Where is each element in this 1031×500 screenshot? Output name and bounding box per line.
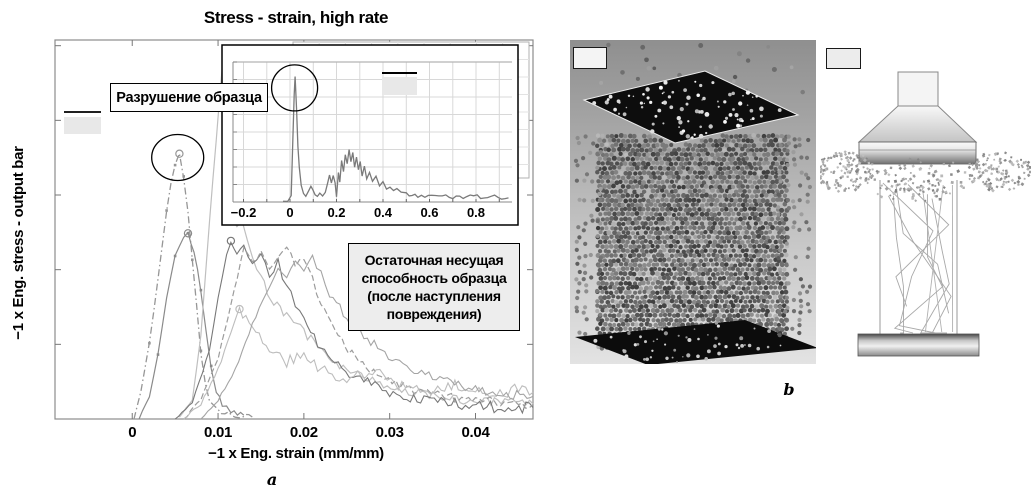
- peak-marker: [183, 229, 193, 238]
- fracture-annotation-circle: [151, 133, 205, 182]
- bottom-plate: [575, 320, 818, 365]
- crack-line: [893, 194, 943, 334]
- series-curve-2: [138, 231, 245, 420]
- point-marker: [156, 353, 160, 356]
- crack-line: [895, 184, 950, 314]
- residual-annotation-text: Остаточная несущая способность образца (…: [361, 251, 507, 323]
- inset-x-tick-label: 0.8: [467, 205, 485, 220]
- crack-line: [892, 195, 905, 334]
- x-tick-label: 0.02: [289, 424, 318, 441]
- fracture-annotation: Разрушение образца: [110, 83, 268, 112]
- series-curve-1: [133, 150, 253, 420]
- impactor-shaft: [897, 71, 939, 107]
- inset-annotation-circle: [270, 64, 319, 112]
- redacted-legend-box: [64, 117, 101, 134]
- peak-marker: [226, 236, 236, 246]
- x-tick-label: 0.04: [461, 424, 490, 441]
- inset-chart: −0.2 0 0.2 0.4 0.6 0.8: [221, 44, 519, 226]
- panel-b-label: b: [783, 380, 795, 399]
- inset-x-tick-label: 0: [286, 205, 293, 220]
- redacted-legend-box: [382, 77, 417, 95]
- point-marker: [199, 288, 203, 292]
- simulation-snapshot: [570, 40, 818, 365]
- particle-simulation: [573, 42, 818, 365]
- impactor-band: [858, 141, 977, 165]
- impactor-cone: [857, 105, 978, 143]
- panel-a-label: a: [266, 470, 278, 489]
- crack-line: [895, 184, 950, 307]
- series-curve-5: [183, 246, 534, 420]
- inset-x-tick-label: 0.4: [374, 205, 393, 220]
- particle-column: [595, 132, 790, 351]
- peak-marker: [235, 304, 244, 314]
- x-axis-label: −1 x Eng. strain (mm/mm): [208, 445, 384, 462]
- point-marker: [173, 163, 177, 167]
- redacted-label-box: [573, 47, 607, 69]
- point-marker: [209, 364, 213, 368]
- peak-marker: [175, 149, 184, 158]
- chart-title: Stress - strain, high rate: [203, 8, 389, 27]
- point-marker: [191, 258, 194, 262]
- x-tick-label: 0.01: [204, 424, 233, 441]
- base-plate: [857, 333, 980, 357]
- crack-line: [919, 198, 950, 334]
- inset-x-tick-label: 0.2: [327, 205, 345, 220]
- point-marker: [148, 341, 151, 345]
- residual-annotation: Остаточная несущая способность образца (…: [348, 243, 520, 331]
- point-marker: [199, 349, 203, 353]
- inset-x-tick-label: −0.2: [231, 205, 257, 220]
- crack-line: [921, 184, 943, 333]
- point-marker: [182, 175, 185, 178]
- point-marker: [165, 209, 168, 212]
- impact-schematic: [820, 71, 1031, 357]
- stress-strain-chart: −0.2 0 0.2 0.4 0.6 0.8: [54, 39, 534, 420]
- redacted-label-box: [826, 48, 861, 69]
- series-curve-4: [174, 240, 534, 420]
- detached-particles: [573, 134, 813, 338]
- x-tick-label: 0.03: [375, 424, 404, 441]
- impactor: [857, 71, 978, 165]
- debris-spray: [820, 150, 1031, 203]
- x-tick-label: 0: [128, 424, 137, 441]
- crack-line: [882, 182, 936, 334]
- crack-line: [924, 184, 944, 333]
- crack-line: [888, 195, 952, 334]
- top-plate: [582, 70, 800, 144]
- inset-x-tick-label: 0.6: [420, 205, 438, 220]
- point-marker: [173, 254, 177, 258]
- series-inset-curve: [282, 76, 509, 203]
- point-marker: [186, 232, 190, 235]
- fractured-column: [879, 180, 958, 335]
- plot-border: [54, 39, 534, 420]
- series-curve-7: [200, 253, 534, 420]
